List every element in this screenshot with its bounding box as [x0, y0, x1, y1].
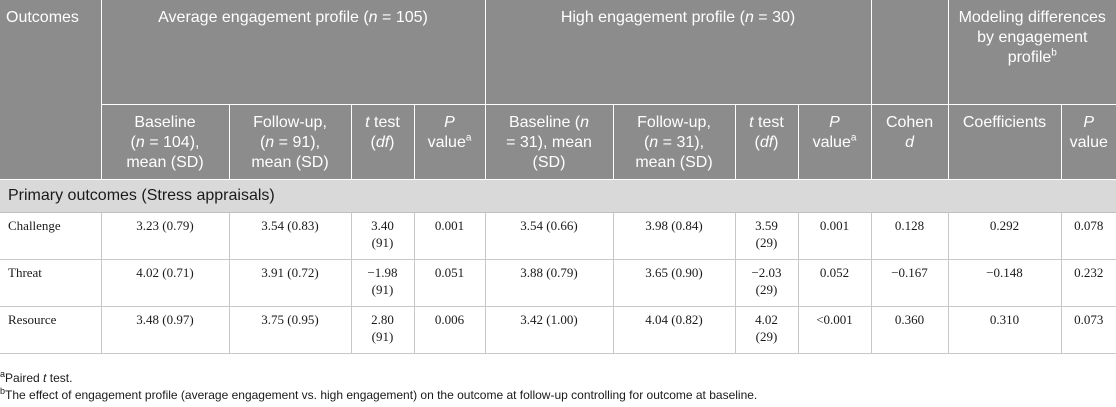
high-baseline-cell: 3.42 (1.00): [484, 306, 614, 354]
results-table: Outcomes Average engagement profile (n =…: [0, 0, 1116, 354]
average-profile-header: Average engagement profile (n = 105): [100, 0, 486, 105]
avg-baseline-cell: 4.02 (0.71): [100, 259, 230, 307]
high-followup-cell: 3.65 (0.90): [612, 259, 736, 307]
cohen-d-header: Cohen d: [870, 104, 949, 180]
avg-baseline-cell: 3.23 (0.79): [100, 212, 230, 260]
model-pvalue-cell: 0.073: [1060, 306, 1116, 354]
model-pvalue-cell: 0.232: [1060, 259, 1116, 307]
footnote-b: bThe effect of engagement profile (avera…: [0, 386, 758, 403]
avg-ttest-cell: −1.98 (91): [350, 259, 415, 307]
avg-ttest-cell: 3.40 (91): [350, 212, 415, 260]
section-row: Primary outcomes (Stress appraisals): [0, 179, 1116, 213]
coefficient-cell: 0.292: [947, 212, 1062, 260]
avg-followup-header: Follow-up, (n = 91), mean (SD): [228, 104, 352, 180]
high-pvalue-cell: <0.001: [797, 306, 872, 354]
modeling-header: Modeling differences by engagement profi…: [947, 0, 1116, 105]
avg-baseline-cell: 3.48 (0.97): [100, 306, 230, 354]
cohen-d-cell: 0.128: [870, 212, 949, 260]
row-label: Resource: [0, 306, 102, 354]
section-title: Primary outcomes (Stress appraisals): [0, 179, 1116, 213]
cohen-d-cell: −0.167: [870, 259, 949, 307]
high-followup-header: Follow-up, (n = 31), mean (SD): [612, 104, 736, 180]
high-baseline-cell: 3.88 (0.79): [484, 259, 614, 307]
table-container: Outcomes Average engagement profile (n =…: [0, 0, 1116, 354]
avg-followup-cell: 3.75 (0.95): [228, 306, 352, 354]
coefficient-cell: −0.148: [947, 259, 1062, 307]
high-followup-cell: 3.98 (0.84): [612, 212, 736, 260]
high-ttest-cell: 3.59 (29): [734, 212, 799, 260]
avg-pvalue-cell: 0.001: [413, 212, 486, 260]
table-row: Threat 4.02 (0.71) 3.91 (0.72) −1.98 (91)…: [0, 259, 1116, 307]
outcomes-header: Outcomes: [0, 0, 102, 180]
avg-pvalue-cell: 0.051: [413, 259, 486, 307]
header-row-1: Outcomes Average engagement profile (n =…: [0, 0, 1116, 180]
high-pvalue-cell: 0.052: [797, 259, 872, 307]
high-baseline-header: Baseline (n = 31), mean (SD): [484, 104, 614, 180]
footnotes: aPaired t test. bThe effect of engagemen…: [0, 370, 1116, 404]
high-pvalue-cell: 0.001: [797, 212, 872, 260]
high-ttest-header: t test (df): [734, 104, 799, 180]
avg-baseline-header: Baseline (n = 104), mean (SD): [100, 104, 230, 180]
coefficients-header: Coefficients: [947, 104, 1062, 180]
table-row: Resource 3.48 (0.97) 3.75 (0.95) 2.80 (91…: [0, 306, 1116, 354]
header-row-2: Baseline (n = 104), mean (SD) Follow-up, (n…: [0, 104, 1116, 180]
avg-followup-cell: 3.91 (0.72): [228, 259, 352, 307]
row-label: Challenge: [0, 212, 102, 260]
high-profile-header: High engagement profile (n = 30): [484, 0, 872, 105]
avg-ttest-header: t test (df): [350, 104, 415, 180]
empty-header-cell: [870, 0, 949, 105]
model-pvalue-cell: 0.078: [1060, 212, 1116, 260]
coefficient-cell: 0.310: [947, 306, 1062, 354]
avg-pvalue-cell: 0.006: [413, 306, 486, 354]
high-followup-cell: 4.04 (0.82): [612, 306, 736, 354]
high-baseline-cell: 3.54 (0.66): [484, 212, 614, 260]
avg-ttest-cell: 2.80 (91): [350, 306, 415, 354]
high-ttest-cell: −2.03 (29): [734, 259, 799, 307]
high-ttest-cell: 4.02 (29): [734, 306, 799, 354]
table-row: Challenge 3.23 (0.79) 3.54 (0.83) 3.40 (9…: [0, 212, 1116, 260]
row-label: Threat: [0, 259, 102, 307]
avg-followup-cell: 3.54 (0.83): [228, 212, 352, 260]
cohen-d-cell: 0.360: [870, 306, 949, 354]
footnote-a: aPaired t test.: [0, 369, 73, 386]
